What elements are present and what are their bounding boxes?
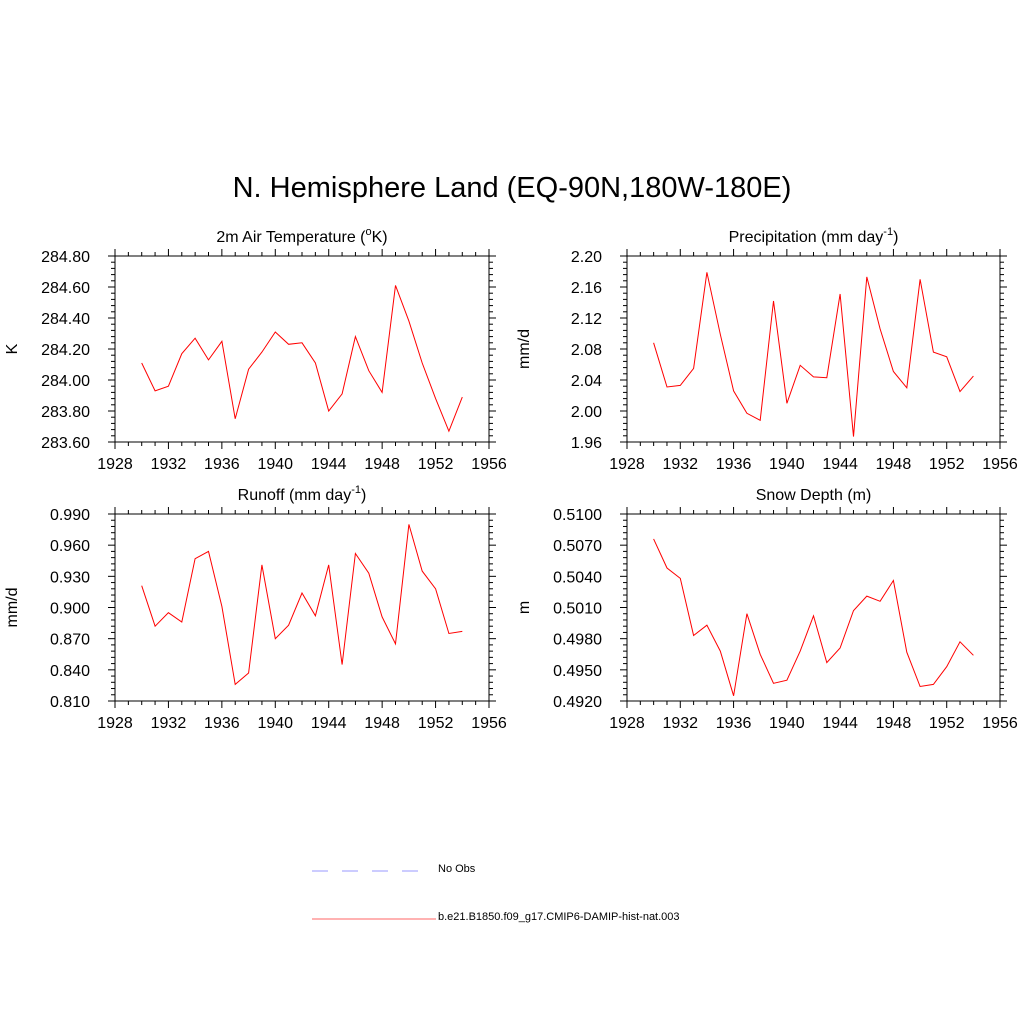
plot-frame xyxy=(114,513,490,702)
x-tick-label: 1944 xyxy=(311,715,347,732)
legend-swatch-no-obs xyxy=(312,870,420,872)
legend-label-model: b.e21.B1850.f09_g17.CMIP6-DAMIP-hist-nat… xyxy=(438,911,680,923)
panel-title: Runoff (mm day-1) xyxy=(238,484,367,504)
x-tick-label: 1940 xyxy=(257,715,293,732)
panel-title: Precipitation (mm day-1) xyxy=(729,226,899,246)
x-tick-label: 1944 xyxy=(822,715,858,732)
x-tick-label: 1928 xyxy=(609,715,645,732)
x-tick-label: 1956 xyxy=(471,715,507,732)
panel-title: 2m Air Temperature (oK) xyxy=(216,226,387,246)
x-tick-label: 1928 xyxy=(609,456,645,473)
y-axis-label: mm/d xyxy=(4,588,21,628)
x-tick-label: 1952 xyxy=(418,715,454,732)
x-tick-label: 1932 xyxy=(662,456,698,473)
y-axis-label: mm/d xyxy=(516,329,533,369)
y-tick-label: 284.60 xyxy=(41,280,90,297)
x-tick-label: 1940 xyxy=(769,456,805,473)
chart-panel-3: 1928 1932 1936 1940 1944 1948 1952 1956 0.810 0.8… xyxy=(4,484,507,732)
plot-frame xyxy=(626,513,1001,702)
y-axis-label: m xyxy=(516,601,533,614)
x-tick-label: 1928 xyxy=(97,456,133,473)
x-tick-label: 1932 xyxy=(151,456,187,473)
chart-panel-4: 1928 1932 1936 1940 1944 1948 1952 1956 0.4920 0.… xyxy=(516,487,1018,732)
chart-panel-1: 1928 1932 1936 1940 1944 1948 1952 1956 283.60 28… xyxy=(4,226,507,473)
y-tick-label: 0.840 xyxy=(50,663,90,680)
y-tick-label: 284.80 xyxy=(41,249,90,266)
y-tick-label: 2.08 xyxy=(571,342,602,359)
y-tick-label: 2.20 xyxy=(571,249,602,266)
series-line-1 xyxy=(653,272,974,437)
y-tick-label: 284.20 xyxy=(41,342,90,359)
legend-label-no-obs: No Obs xyxy=(438,863,476,875)
x-tick-label: 1956 xyxy=(982,715,1018,732)
plot-frame xyxy=(114,255,490,443)
y-tick-label: 2.12 xyxy=(571,311,602,328)
y-tick-label: 0.4980 xyxy=(553,632,602,649)
x-tick-label: 1948 xyxy=(364,715,400,732)
x-tick-label: 1928 xyxy=(97,715,133,732)
x-tick-label: 1936 xyxy=(204,456,240,473)
x-tick-label: 1948 xyxy=(876,715,912,732)
y-axis-label: K xyxy=(4,343,21,354)
series-line-1 xyxy=(141,524,463,686)
y-tick-label: 284.00 xyxy=(41,373,90,390)
y-tick-label: 0.5010 xyxy=(553,601,602,618)
x-tick-label: 1952 xyxy=(929,715,965,732)
y-tick-label: 0.870 xyxy=(50,632,90,649)
x-tick-label: 1932 xyxy=(662,715,698,732)
x-tick-label: 1956 xyxy=(471,456,507,473)
x-tick-label: 1952 xyxy=(929,456,965,473)
y-tick-label: 284.40 xyxy=(41,311,90,328)
y-tick-label: 0.5070 xyxy=(553,538,602,555)
series-line-1 xyxy=(141,285,463,433)
x-tick-label: 1948 xyxy=(876,456,912,473)
page-title: N. Hemisphere Land (EQ-90N,180W-180E) xyxy=(232,172,792,204)
x-tick-label: 1940 xyxy=(769,715,805,732)
y-tick-label: 0.960 xyxy=(50,538,90,555)
panel-title: Snow Depth (m) xyxy=(756,487,872,504)
legend-swatch-model xyxy=(312,918,436,920)
y-tick-label: 0.4950 xyxy=(553,663,602,680)
x-tick-label: 1952 xyxy=(418,456,454,473)
y-tick-label: 2.16 xyxy=(571,280,602,297)
x-tick-label: 1936 xyxy=(204,715,240,732)
x-tick-label: 1956 xyxy=(982,456,1018,473)
x-tick-label: 1936 xyxy=(716,456,752,473)
y-tick-label: 0.5100 xyxy=(553,507,602,524)
y-tick-label: 2.00 xyxy=(571,404,602,421)
y-tick-label: 0.4920 xyxy=(553,694,602,711)
chart-panel-2: 1928 1932 1936 1940 1944 1948 1952 1956 1.96 2.00… xyxy=(516,226,1018,473)
y-tick-label: 0.930 xyxy=(50,569,90,586)
x-tick-label: 1944 xyxy=(311,456,347,473)
x-tick-label: 1940 xyxy=(257,456,293,473)
x-tick-label: 1944 xyxy=(822,456,858,473)
y-tick-label: 0.5040 xyxy=(553,569,602,586)
plot-frame xyxy=(626,255,1001,443)
y-tick-label: 0.900 xyxy=(50,601,90,618)
x-tick-label: 1932 xyxy=(151,715,187,732)
x-tick-label: 1948 xyxy=(364,456,400,473)
y-tick-label: 0.990 xyxy=(50,507,90,524)
y-tick-label: 2.04 xyxy=(571,373,602,390)
x-tick-label: 1936 xyxy=(716,715,752,732)
series-line-1 xyxy=(653,538,974,696)
y-tick-label: 283.60 xyxy=(41,435,90,452)
y-tick-label: 283.80 xyxy=(41,404,90,421)
y-tick-label: 0.810 xyxy=(50,694,90,711)
y-tick-label: 1.96 xyxy=(571,435,602,452)
